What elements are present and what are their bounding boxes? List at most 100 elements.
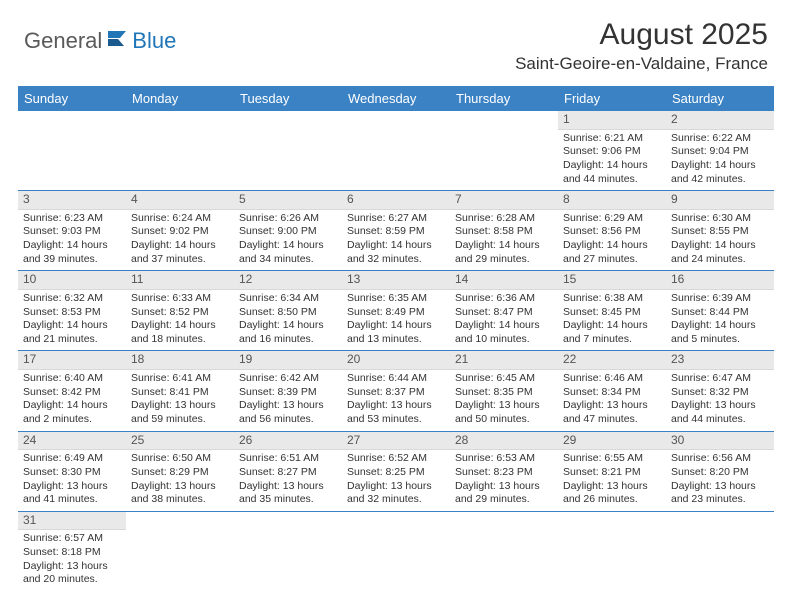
sunset-line: Sunset: 9:03 PM [23,225,121,239]
day-content: Sunrise: 6:34 AMSunset: 8:50 PMDaylight:… [234,290,342,351]
sunrise-line: Sunrise: 6:55 AM [563,452,661,466]
day-number: 15 [558,271,666,290]
day-content: Sunrise: 6:42 AMSunset: 8:39 PMDaylight:… [234,370,342,431]
sunset-line: Sunset: 8:52 PM [131,306,229,320]
daylight-line: Daylight: 13 hours and 23 minutes. [671,480,769,507]
daylight-line: Daylight: 14 hours and 13 minutes. [347,319,445,346]
daylight-line: Daylight: 14 hours and 2 minutes. [23,399,121,426]
calendar-cell: 6Sunrise: 6:27 AMSunset: 8:59 PMDaylight… [342,191,450,271]
sunset-line: Sunset: 9:02 PM [131,225,229,239]
sunset-line: Sunset: 8:55 PM [671,225,769,239]
day-content: Sunrise: 6:56 AMSunset: 8:20 PMDaylight:… [666,450,774,511]
daylight-line: Daylight: 14 hours and 39 minutes. [23,239,121,266]
sunrise-line: Sunrise: 6:34 AM [239,292,337,306]
daylight-line: Daylight: 14 hours and 21 minutes. [23,319,121,346]
sunset-line: Sunset: 8:45 PM [563,306,661,320]
day-number: 3 [18,191,126,210]
calendar-table: SundayMondayTuesdayWednesdayThursdayFrid… [18,86,774,591]
calendar-cell: 12Sunrise: 6:34 AMSunset: 8:50 PMDayligh… [234,271,342,351]
day-content: Sunrise: 6:55 AMSunset: 8:21 PMDaylight:… [558,450,666,511]
calendar-cell: 14Sunrise: 6:36 AMSunset: 8:47 PMDayligh… [450,271,558,351]
calendar-cell [558,511,666,591]
weekday-header: Saturday [666,86,774,111]
day-number: 16 [666,271,774,290]
sunset-line: Sunset: 8:27 PM [239,466,337,480]
sunrise-line: Sunrise: 6:46 AM [563,372,661,386]
day-content: Sunrise: 6:32 AMSunset: 8:53 PMDaylight:… [18,290,126,351]
day-number: 1 [558,111,666,130]
day-number: 11 [126,271,234,290]
daylight-line: Daylight: 13 hours and 53 minutes. [347,399,445,426]
sunrise-line: Sunrise: 6:28 AM [455,212,553,226]
calendar-cell [666,511,774,591]
day-content: Sunrise: 6:38 AMSunset: 8:45 PMDaylight:… [558,290,666,351]
calendar-cell: 22Sunrise: 6:46 AMSunset: 8:34 PMDayligh… [558,351,666,431]
day-content: Sunrise: 6:40 AMSunset: 8:42 PMDaylight:… [18,370,126,431]
day-content: Sunrise: 6:33 AMSunset: 8:52 PMDaylight:… [126,290,234,351]
calendar-cell: 28Sunrise: 6:53 AMSunset: 8:23 PMDayligh… [450,431,558,511]
daylight-line: Daylight: 14 hours and 42 minutes. [671,159,769,186]
day-number: 23 [666,351,774,370]
day-number: 8 [558,191,666,210]
day-number: 27 [342,432,450,451]
daylight-line: Daylight: 13 hours and 20 minutes. [23,560,121,587]
day-number: 21 [450,351,558,370]
day-content: Sunrise: 6:22 AMSunset: 9:04 PMDaylight:… [666,130,774,191]
sunset-line: Sunset: 8:32 PM [671,386,769,400]
sunrise-line: Sunrise: 6:24 AM [131,212,229,226]
day-content: Sunrise: 6:52 AMSunset: 8:25 PMDaylight:… [342,450,450,511]
day-number: 9 [666,191,774,210]
sunset-line: Sunset: 8:50 PM [239,306,337,320]
sunrise-line: Sunrise: 6:41 AM [131,372,229,386]
daylight-line: Daylight: 14 hours and 10 minutes. [455,319,553,346]
sunset-line: Sunset: 8:21 PM [563,466,661,480]
sunset-line: Sunset: 8:30 PM [23,466,121,480]
daylight-line: Daylight: 14 hours and 32 minutes. [347,239,445,266]
sunrise-line: Sunrise: 6:27 AM [347,212,445,226]
day-content: Sunrise: 6:51 AMSunset: 8:27 PMDaylight:… [234,450,342,511]
calendar-cell: 4Sunrise: 6:24 AMSunset: 9:02 PMDaylight… [126,191,234,271]
weekday-header: Tuesday [234,86,342,111]
calendar-cell: 26Sunrise: 6:51 AMSunset: 8:27 PMDayligh… [234,431,342,511]
sunrise-line: Sunrise: 6:33 AM [131,292,229,306]
sunset-line: Sunset: 8:23 PM [455,466,553,480]
sunrise-line: Sunrise: 6:36 AM [455,292,553,306]
sunset-line: Sunset: 8:35 PM [455,386,553,400]
day-number: 18 [126,351,234,370]
calendar-cell: 10Sunrise: 6:32 AMSunset: 8:53 PMDayligh… [18,271,126,351]
calendar-cell: 20Sunrise: 6:44 AMSunset: 8:37 PMDayligh… [342,351,450,431]
day-content: Sunrise: 6:39 AMSunset: 8:44 PMDaylight:… [666,290,774,351]
day-content: Sunrise: 6:24 AMSunset: 9:02 PMDaylight:… [126,210,234,271]
sunset-line: Sunset: 8:47 PM [455,306,553,320]
calendar-header-row: SundayMondayTuesdayWednesdayThursdayFrid… [18,86,774,111]
sunset-line: Sunset: 8:20 PM [671,466,769,480]
daylight-line: Daylight: 13 hours and 32 minutes. [347,480,445,507]
day-number: 26 [234,432,342,451]
day-content: Sunrise: 6:36 AMSunset: 8:47 PMDaylight:… [450,290,558,351]
calendar-cell [450,111,558,191]
brand-part2: Blue [132,28,176,54]
calendar-cell: 5Sunrise: 6:26 AMSunset: 9:00 PMDaylight… [234,191,342,271]
calendar-cell: 23Sunrise: 6:47 AMSunset: 8:32 PMDayligh… [666,351,774,431]
day-content: Sunrise: 6:53 AMSunset: 8:23 PMDaylight:… [450,450,558,511]
calendar-cell: 3Sunrise: 6:23 AMSunset: 9:03 PMDaylight… [18,191,126,271]
sunrise-line: Sunrise: 6:44 AM [347,372,445,386]
sunset-line: Sunset: 9:00 PM [239,225,337,239]
sunset-line: Sunset: 8:34 PM [563,386,661,400]
daylight-line: Daylight: 14 hours and 27 minutes. [563,239,661,266]
day-content: Sunrise: 6:41 AMSunset: 8:41 PMDaylight:… [126,370,234,431]
day-number: 20 [342,351,450,370]
day-number: 25 [126,432,234,451]
sunrise-line: Sunrise: 6:45 AM [455,372,553,386]
day-number: 6 [342,191,450,210]
day-content: Sunrise: 6:45 AMSunset: 8:35 PMDaylight:… [450,370,558,431]
calendar-cell: 30Sunrise: 6:56 AMSunset: 8:20 PMDayligh… [666,431,774,511]
daylight-line: Daylight: 13 hours and 47 minutes. [563,399,661,426]
day-number: 12 [234,271,342,290]
calendar-cell [18,111,126,191]
calendar-cell [234,511,342,591]
sunrise-line: Sunrise: 6:50 AM [131,452,229,466]
calendar-cell [234,111,342,191]
day-number: 19 [234,351,342,370]
day-number: 28 [450,432,558,451]
